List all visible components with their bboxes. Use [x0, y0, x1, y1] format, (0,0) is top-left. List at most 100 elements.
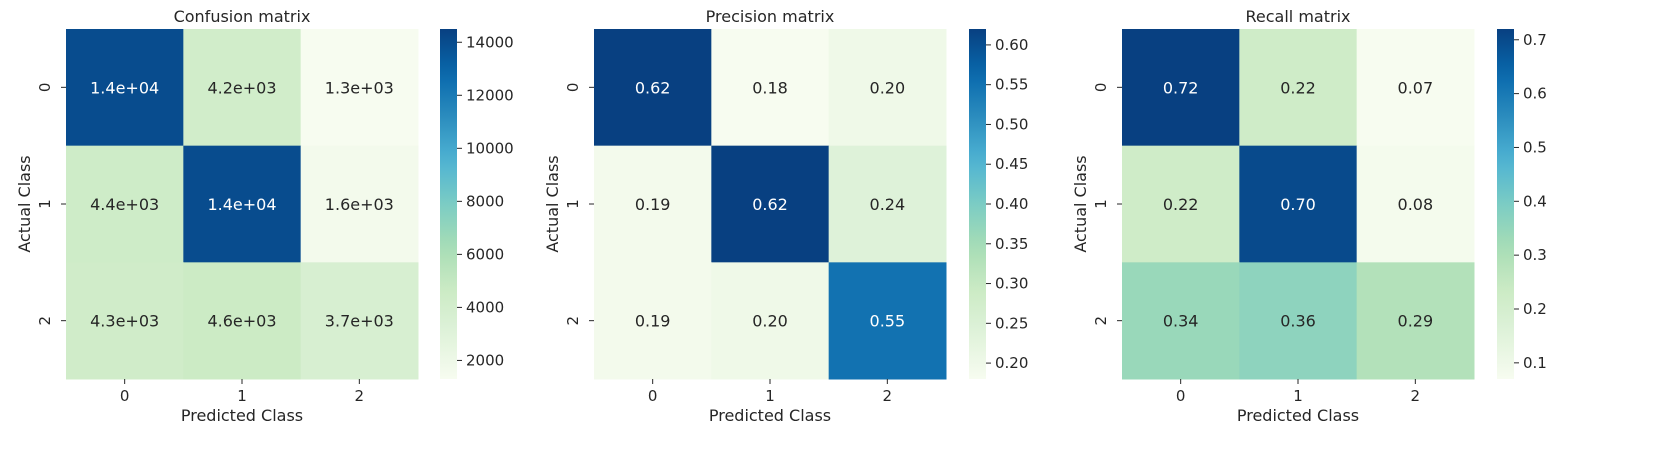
colorbar-tick-label: 0.2 — [1523, 300, 1547, 318]
cell-annotation: 1.3e+03 — [325, 78, 394, 97]
heatmap-cell — [828, 29, 947, 147]
heatmap-cell — [711, 29, 830, 147]
cell-annotation: 0.22 — [1163, 195, 1199, 214]
heatmap-cell — [1122, 262, 1240, 380]
colorbar-tick-label: 0.40 — [995, 195, 1028, 213]
cell-annotation: 0.36 — [1280, 312, 1316, 331]
heatmap-cell — [66, 262, 184, 380]
cell-annotation: 0.07 — [1398, 78, 1434, 97]
heatmap-cell — [1356, 145, 1475, 263]
colorbar-tick-label: 0.25 — [995, 314, 1028, 332]
cell-annotation: 0.19 — [635, 312, 671, 331]
cell-annotation: 4.3e+03 — [90, 312, 159, 331]
colorbar-tick-label: 12000 — [466, 86, 514, 104]
x-axis-label: Predicted Class — [709, 406, 831, 425]
y-tick-label: 1 — [564, 199, 582, 209]
y-tick-label: 2 — [564, 316, 582, 326]
cell-annotation: 0.19 — [635, 195, 671, 214]
colorbar-tick-label: 0.55 — [995, 76, 1028, 94]
x-tick-label: 1 — [765, 387, 775, 405]
heatmap-cell — [594, 145, 712, 263]
heatmap-cell — [66, 29, 184, 147]
x-axis-label: Predicted Class — [181, 406, 303, 425]
x-axis-label: Predicted Class — [1237, 406, 1359, 425]
colorbar-tick-label: 10000 — [466, 139, 514, 157]
x-tick-label: 1 — [1293, 387, 1303, 405]
x-tick-label: 0 — [120, 387, 130, 405]
heatmap-cell — [828, 262, 947, 380]
x-tick-label: 0 — [648, 387, 658, 405]
x-tick-label: 2 — [883, 387, 893, 405]
colorbar-tick-label: 0.30 — [995, 275, 1028, 293]
colorbar — [969, 29, 986, 379]
y-axis-label: Actual Class — [1071, 155, 1090, 252]
heatmap-cell — [183, 29, 302, 147]
heatmap-cell — [1239, 145, 1358, 263]
y-tick-label: 2 — [1092, 316, 1110, 326]
heatmap-cell — [66, 145, 184, 263]
heatmap-cell — [594, 29, 712, 147]
cell-annotation: 0.29 — [1398, 312, 1434, 331]
cell-annotation: 4.6e+03 — [207, 312, 276, 331]
heatmap-cell — [1122, 145, 1240, 263]
chart-title: Confusion matrix — [174, 7, 311, 26]
y-tick-label: 0 — [1092, 83, 1110, 93]
chart-title: Recall matrix — [1246, 7, 1351, 26]
heatmap-cell — [828, 145, 947, 263]
colorbar-tick-label: 4000 — [466, 298, 504, 316]
heatmap-cell — [594, 262, 712, 380]
colorbar-tick-label: 0.50 — [995, 115, 1028, 133]
chart-title: Precision matrix — [706, 7, 835, 26]
cell-annotation: 0.34 — [1163, 312, 1199, 331]
y-tick-label: 1 — [1092, 199, 1110, 209]
heatmap-cell — [1122, 29, 1240, 147]
x-tick-label: 0 — [1176, 387, 1186, 405]
colorbar — [1497, 29, 1514, 379]
colorbar-tick-label: 0.4 — [1523, 192, 1547, 210]
cell-annotation: 3.7e+03 — [325, 312, 394, 331]
x-tick-label: 1 — [237, 387, 247, 405]
heatmap-cell — [300, 145, 419, 263]
cell-annotation: 0.08 — [1398, 195, 1434, 214]
colorbar-tick-label: 0.6 — [1523, 85, 1547, 103]
heatmap-cell — [711, 262, 830, 380]
heatmap-panel-2: 0.72 0.22 0.070.22 0.70 0.080.34 0.36 0.29Reca… — [1071, 7, 1547, 425]
heatmap-cell — [711, 145, 830, 263]
cell-annotation: 0.62 — [635, 78, 671, 97]
cell-annotation: 4.2e+03 — [207, 78, 276, 97]
heatmap-cell — [183, 145, 302, 263]
y-tick-label: 1 — [36, 199, 54, 209]
cell-annotation: 0.24 — [870, 195, 906, 214]
heatmap-cell — [300, 262, 419, 380]
heatmap-cell — [300, 29, 419, 147]
heatmap-cell — [1356, 262, 1475, 380]
heatmap-cell — [1239, 29, 1358, 147]
colorbar-tick-label: 0.3 — [1523, 246, 1547, 264]
colorbar-tick-label: 14000 — [466, 33, 514, 51]
y-axis-label: Actual Class — [543, 155, 562, 252]
cell-annotation: 0.20 — [870, 78, 906, 97]
colorbar-tick-label: 0.7 — [1523, 31, 1547, 49]
heatmap-cell — [1356, 29, 1475, 147]
cell-annotation: 0.22 — [1280, 78, 1316, 97]
cell-annotation: 1.6e+03 — [325, 195, 394, 214]
colorbar — [440, 29, 457, 379]
heatmap-cell — [1239, 262, 1358, 380]
colorbar-tick-label: 0.60 — [995, 36, 1028, 54]
colorbar-tick-label: 0.1 — [1523, 354, 1547, 372]
heatmap-cell — [183, 262, 302, 380]
y-tick-label: 0 — [36, 83, 54, 93]
cell-annotation: 0.20 — [752, 312, 788, 331]
heatmap-panel-1: 0.62 0.18 0.20 0.19 0.62 0.24 0.19 0.20 0.55 Prec… — [543, 7, 1028, 425]
colorbar-tick-label: 0.45 — [995, 155, 1028, 173]
y-tick-label: 2 — [36, 316, 54, 326]
colorbar-tick-label: 8000 — [466, 192, 504, 210]
cell-annotation: 1.4e+04 — [207, 195, 276, 214]
cell-annotation: 0.62 — [752, 195, 788, 214]
cell-annotation: 1.4e+04 — [90, 78, 159, 97]
colorbar-tick-label: 2000 — [466, 351, 504, 369]
colorbar-tick-label: 0.5 — [1523, 138, 1547, 156]
cell-annotation: 0.18 — [752, 78, 788, 97]
x-tick-label: 2 — [1411, 387, 1421, 405]
